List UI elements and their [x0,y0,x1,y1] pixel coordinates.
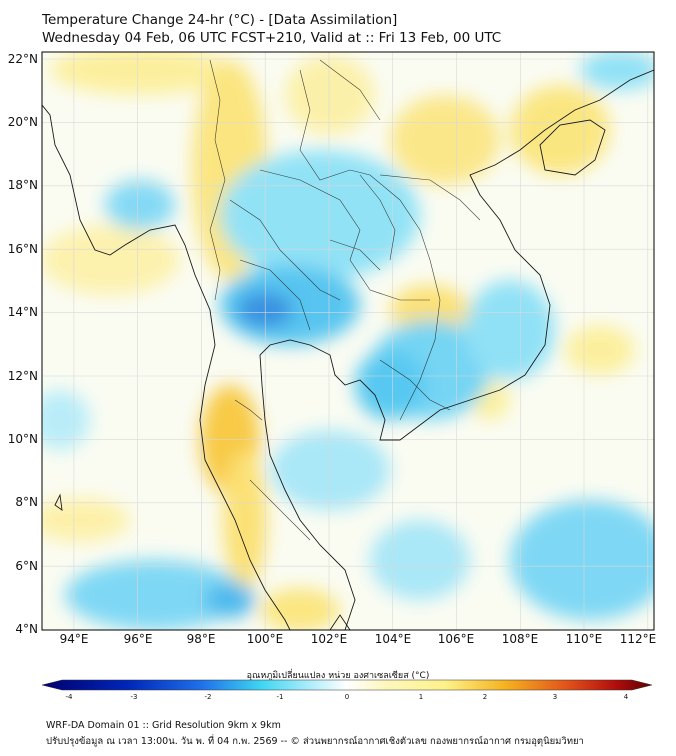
colorbar-tick: 3 [552,693,558,701]
footer-credit: ปรับปรุงข้อมูล ณ เวลา 13:00น. วัน พ. ที่… [46,736,584,747]
lon-tick-110e: 110°E [565,632,603,646]
colorbar-tick: -2 [204,693,212,701]
temperature-change-map [41,51,655,631]
lon-tick-102e: 102°E [310,632,348,646]
lat-tick-10n: 10°N [7,432,38,446]
map-title: Temperature Change 24-hr (°C) - [Data As… [42,12,398,28]
lon-tick-108e: 108°E [501,632,539,646]
lat-tick-22n: 22°N [7,52,38,66]
lat-tick-18n: 18°N [7,178,38,192]
lat-tick-12n: 12°N [7,369,38,383]
lon-tick-104e: 104°E [374,632,412,646]
colorbar-tick: 0 [344,693,350,701]
lat-tick-4n: 4°N [15,622,38,636]
lat-tick-6n: 6°N [15,559,38,573]
lon-tick-94e: 94°E [59,632,89,646]
lat-tick-20n: 20°N [7,115,38,129]
lat-tick-14n: 14°N [7,305,38,319]
lat-tick-16n: 16°N [7,242,38,256]
lon-tick-106e: 106°E [437,632,475,646]
colorbar-tick: -1 [276,693,284,701]
colorbar-tick: 4 [623,693,629,701]
lon-tick-100e: 100°E [246,632,284,646]
colorbar-tick: 1 [418,693,424,701]
footer-model-info: WRF-DA Domain 01 :: Grid Resolution 9km … [46,720,281,731]
lat-tick-8n: 8°N [15,495,38,509]
admin-borders [209,59,481,541]
colorbar-tick: 2 [482,693,488,701]
lon-tick-112e: 112°E [619,632,657,646]
lon-tick-98e: 98°E [186,632,216,646]
map-subtitle: Wednesday 04 Feb, 06 UTC FCST+210, Valid… [42,30,502,46]
colorbar-tick: -4 [65,693,73,701]
colorbar-tick: -3 [130,693,138,701]
lon-tick-96e: 96°E [123,632,153,646]
colorbar [41,679,653,691]
colorbar-label: อุณหภูมิเปลี่ยนแปลง หน่วย องศาเซลเซียส (… [246,671,430,681]
coastline [42,69,654,630]
